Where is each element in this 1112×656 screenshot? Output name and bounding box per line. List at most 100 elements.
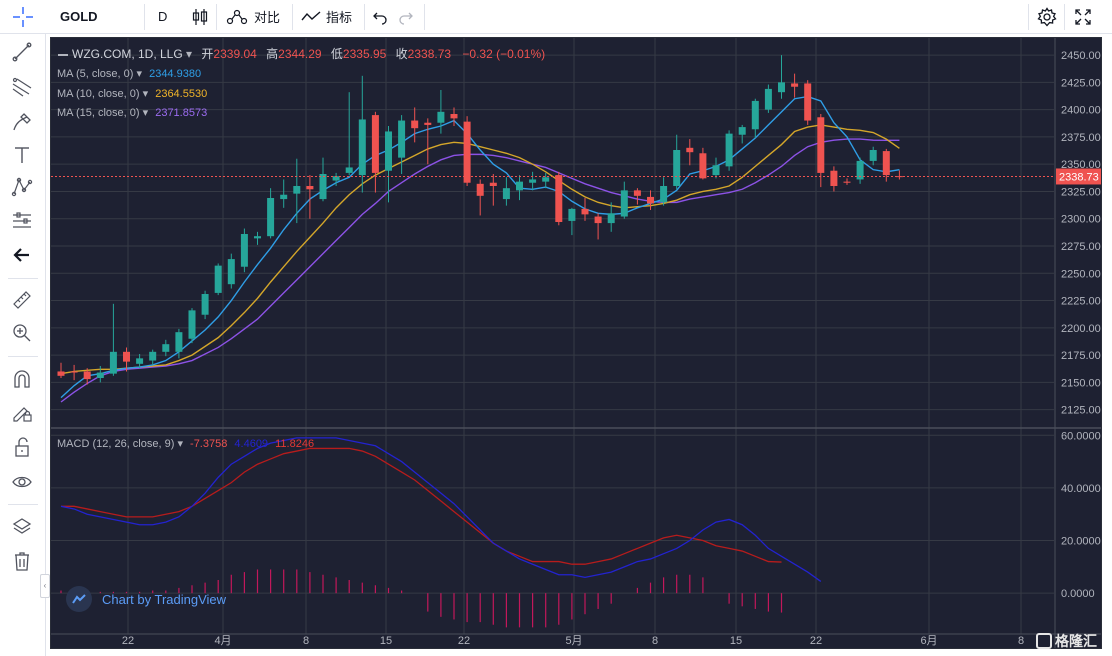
ma5-line bbox=[60, 95, 900, 399]
macd-signal-line bbox=[61, 447, 782, 565]
time-tick-label: 15 bbox=[380, 635, 392, 647]
candle-body bbox=[96, 372, 104, 378]
open-label: 开 bbox=[201, 47, 214, 61]
time-tick-label: 4月 bbox=[214, 635, 231, 647]
toolbar-divider bbox=[216, 4, 217, 30]
text-tool[interactable] bbox=[9, 142, 35, 168]
indicators-button[interactable]: 指标 bbox=[300, 0, 352, 33]
candle-body bbox=[489, 182, 497, 186]
lock-drawings-button[interactable] bbox=[9, 434, 35, 460]
undo-button[interactable] bbox=[372, 0, 388, 33]
stay-drawing-tool[interactable] bbox=[9, 399, 35, 425]
compare-label: 对比 bbox=[254, 10, 281, 25]
collapse-legend-icon[interactable] bbox=[58, 53, 68, 56]
main-legend: WZG.COM, 1D, LLG ▾ 开2339.04 高2344.29 低23… bbox=[58, 45, 545, 62]
compare-button[interactable]: 对比 bbox=[226, 0, 280, 33]
zoom-in-icon bbox=[13, 324, 31, 342]
candle-body bbox=[293, 186, 301, 194]
tradingview-attribution[interactable]: Chart by TradingView bbox=[66, 586, 226, 612]
remove-drawings-button[interactable] bbox=[9, 548, 35, 574]
macd-hist-value: -7.3758 bbox=[190, 438, 228, 450]
fib-tool[interactable] bbox=[9, 74, 35, 100]
candle-body bbox=[450, 114, 458, 119]
candle-body bbox=[267, 198, 275, 237]
indicators-label: 指标 bbox=[326, 10, 353, 25]
interval-button[interactable]: D bbox=[158, 9, 168, 24]
crosshair-button[interactable] bbox=[0, 0, 46, 34]
candle-body bbox=[398, 120, 406, 158]
candle-body bbox=[162, 344, 170, 352]
pattern-tool[interactable] bbox=[9, 174, 35, 200]
settings-button[interactable] bbox=[1037, 0, 1057, 33]
toolbar-divider bbox=[1028, 4, 1029, 30]
candle-body bbox=[188, 310, 196, 339]
cloud-icon bbox=[66, 586, 92, 612]
fullscreen-icon bbox=[1075, 8, 1091, 25]
toolbar-divider bbox=[144, 4, 145, 30]
candle-body bbox=[149, 351, 157, 361]
toolbar-divider bbox=[1064, 4, 1065, 30]
candle-body bbox=[725, 133, 733, 167]
low-label: 低 bbox=[330, 47, 343, 61]
candle-body bbox=[123, 351, 130, 362]
candle-body bbox=[856, 160, 864, 180]
candle-body bbox=[83, 371, 91, 380]
ma5-legend[interactable]: MA (5, close, 0) ▾ 2344.9380 bbox=[57, 67, 201, 80]
candle-body bbox=[109, 351, 117, 374]
candle-body bbox=[476, 183, 484, 196]
trend-line-icon bbox=[12, 42, 32, 62]
undo-icon bbox=[373, 12, 387, 25]
candle-body bbox=[660, 186, 668, 203]
magnet-tool[interactable] bbox=[9, 366, 35, 392]
time-tick-label: 5月 bbox=[565, 635, 582, 647]
ma10-line bbox=[60, 124, 900, 375]
symbol-search[interactable]: GOLD bbox=[60, 9, 98, 24]
ma10-legend[interactable]: MA (10, close, 0) ▾ 2364.5530 bbox=[57, 87, 207, 100]
brush-tool[interactable] bbox=[9, 109, 35, 135]
top-toolbar: GOLD D 对比 指标 bbox=[0, 0, 1112, 34]
redo-icon bbox=[399, 12, 413, 25]
close-value: 2338.73 bbox=[407, 47, 452, 61]
price-tick-label: 2275.00 bbox=[1061, 241, 1101, 253]
ma15-legend[interactable]: MA (15, close, 0) ▾ 2371.8573 bbox=[57, 106, 207, 119]
candle-body bbox=[633, 190, 641, 196]
measure-tool[interactable] bbox=[9, 287, 35, 313]
zoom-tool[interactable] bbox=[9, 320, 35, 346]
candle-body bbox=[345, 167, 353, 173]
ma10-value: 2364.5530 bbox=[155, 88, 208, 100]
candle-body bbox=[516, 181, 523, 191]
chart-container[interactable]: 2125.00 2150.00 2175.00 2200.00 2225.00 2250.… bbox=[50, 37, 1102, 649]
candle-body bbox=[738, 127, 746, 135]
macd-legend[interactable]: MACD (12, 26, close, 9) ▾ -7.3758 4.4609… bbox=[57, 437, 314, 450]
candle-body bbox=[411, 120, 419, 129]
prediction-tool[interactable] bbox=[9, 208, 35, 234]
price-tick-label: 2250.00 bbox=[1061, 268, 1101, 280]
drawing-toolbar: ‹ bbox=[0, 34, 50, 656]
indicators-icon bbox=[301, 10, 321, 20]
redo-button[interactable] bbox=[398, 0, 414, 33]
candle-body bbox=[804, 83, 812, 121]
hide-drawings-button[interactable] bbox=[9, 469, 35, 495]
collapse-toolbar-button[interactable]: ‹ bbox=[40, 574, 50, 598]
macd-label: MACD (12, 26, close, 9) bbox=[57, 438, 175, 450]
price-tick-label: 2200.00 bbox=[1061, 323, 1101, 335]
arrow-left-icon bbox=[13, 248, 29, 262]
candle-style-button[interactable] bbox=[190, 0, 210, 33]
fullscreen-button[interactable] bbox=[1074, 0, 1092, 33]
object-tree-button[interactable] bbox=[9, 514, 35, 540]
candle-body bbox=[502, 188, 510, 200]
candle-body bbox=[555, 175, 563, 222]
candle-body bbox=[254, 236, 261, 239]
candle-body bbox=[319, 174, 327, 200]
trend-line-tool[interactable] bbox=[9, 39, 35, 65]
back-button[interactable] bbox=[9, 242, 35, 268]
candle-body bbox=[463, 121, 471, 183]
price-tick-label: 2450.00 bbox=[1061, 50, 1101, 62]
layers-icon bbox=[12, 518, 32, 534]
gear-icon bbox=[1037, 6, 1057, 26]
chevron-down-icon[interactable]: ▾ bbox=[186, 47, 193, 61]
price-chart[interactable]: 2125.00 2150.00 2175.00 2200.00 2225.00 2250.… bbox=[51, 38, 1101, 648]
time-tick-label: 8 bbox=[1018, 635, 1024, 647]
fib-icon bbox=[12, 77, 32, 97]
last-price-badge bbox=[1056, 168, 1101, 185]
